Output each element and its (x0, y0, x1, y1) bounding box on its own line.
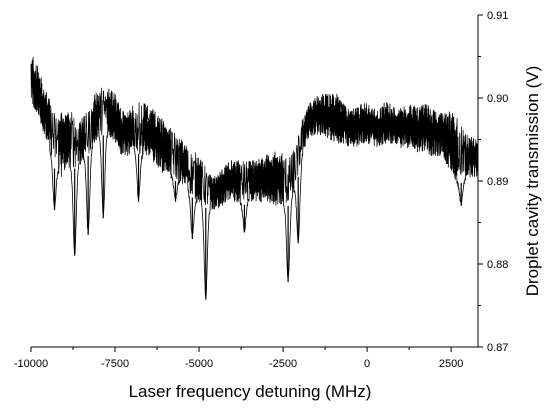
x-axis-title: Laser frequency detuning (MHz) (129, 382, 372, 401)
y-tick-label: 0.91 (487, 10, 508, 22)
x-tick-label: -5000 (185, 358, 213, 370)
y-tick-label: 0.90 (487, 93, 508, 105)
y-tick-label: 0.88 (487, 259, 508, 271)
y-tick-label: 0.87 (487, 342, 508, 354)
x-tick-label: -10000 (14, 358, 48, 370)
x-tick-label: -2500 (269, 358, 297, 370)
x-tick-label: 0 (364, 358, 370, 370)
y-ticks: 0.87 0.88 0.89 0.90 0.91 (478, 10, 508, 354)
y-axis-title: Droplet cavity transmission (V) (523, 66, 542, 297)
x-ticks: -10000 -7500 -5000 -2500 0 2500 (14, 347, 463, 370)
transmission-trace-band (30, 56, 479, 209)
x-tick-label: -7500 (101, 358, 129, 370)
y-tick-label: 0.89 (487, 176, 508, 188)
plot-area (30, 56, 479, 300)
x-tick-label: 2500 (439, 358, 463, 370)
